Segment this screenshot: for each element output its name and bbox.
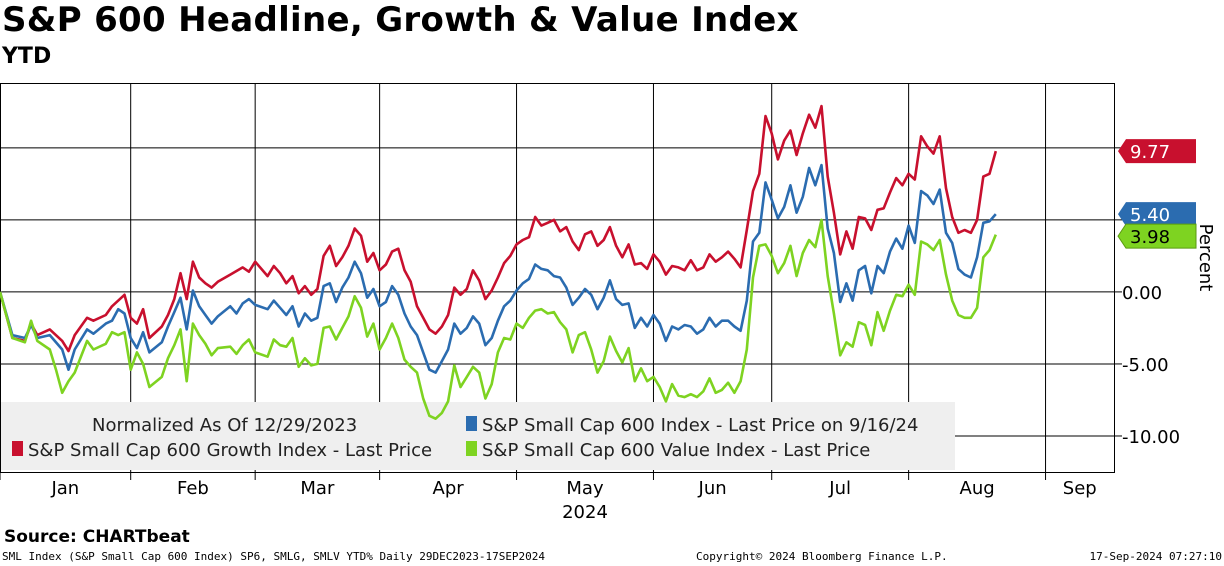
legend-swatch-headline	[466, 416, 477, 431]
last-value-tag-growth	[1118, 139, 1196, 164]
plot-frame	[0, 83, 1115, 473]
chart-subtitle: YTD	[2, 44, 52, 69]
legend-label-growth: S&P Small Cap 600 Growth Index - Last Pr…	[28, 440, 432, 461]
series-line-growth	[0, 104, 998, 353]
last-value-tags: 9.77 5.403.98	[1117, 139, 1197, 249]
y-tick-label: -5.00	[1122, 355, 1169, 376]
x-tick-label: Feb	[177, 478, 209, 499]
y-tick-label: 0.00	[1122, 283, 1162, 304]
last-value-label-growth: 9.77	[1130, 142, 1170, 163]
last-value-tag-headline	[1118, 202, 1196, 227]
x-tick-label: Jun	[698, 478, 727, 499]
last-value-label-value: 3.98	[1130, 227, 1170, 248]
footer-copyright: Copyright© 2024 Bloomberg Finance L.P.	[696, 550, 948, 563]
y-tick-label: -10.00	[1122, 427, 1180, 448]
legend-swatch-growth	[12, 441, 23, 456]
x-tick-label: Aug	[960, 478, 995, 499]
x-tick-label: Sep	[1063, 478, 1097, 499]
legend-background	[1, 402, 955, 470]
legend-swatch-value	[466, 441, 477, 456]
footer-series-info: SML Index (S&P Small Cap 600 Index) SP6,…	[2, 550, 546, 563]
x-tick-label: Jul	[828, 478, 851, 499]
x-tick-label: May	[566, 478, 604, 499]
footer-timestamp: 17-Sep-2024 07:27:10	[1089, 550, 1222, 563]
series-line-headline	[0, 163, 997, 374]
y-axis-label: Percent	[1195, 224, 1216, 292]
chart-title: S&P 600 Headline, Growth & Value Index	[2, 0, 799, 40]
plot-border	[0, 83, 1115, 473]
source-note: Source: CHARTbeat	[4, 527, 190, 547]
last-value-label-headline: 5.40	[1130, 205, 1170, 226]
series-lines	[0, 104, 998, 420]
legend: Normalized As Of 12/29/2023 S&P Small Ca…	[1, 402, 955, 470]
legend-note: Normalized As Of 12/29/2023	[92, 415, 357, 436]
x-tick-label: Mar	[300, 478, 335, 499]
legend-label-headline: S&P Small Cap 600 Index - Last Price on …	[482, 415, 918, 436]
x-tick-label: Apr	[433, 478, 465, 499]
axis-ticks: -10.00 -5.00 0.00 Jan Feb Mar Apr May Jun Jul Aug S…	[0, 147, 1180, 499]
x-axis-year-label: 2024	[562, 502, 608, 523]
legend-label-value: S&P Small Cap 600 Value Index - Last Pri…	[482, 440, 870, 461]
last-value-tag-value	[1117, 223, 1197, 249]
x-tick-label: Jan	[50, 478, 79, 499]
series-line-value	[0, 218, 998, 420]
